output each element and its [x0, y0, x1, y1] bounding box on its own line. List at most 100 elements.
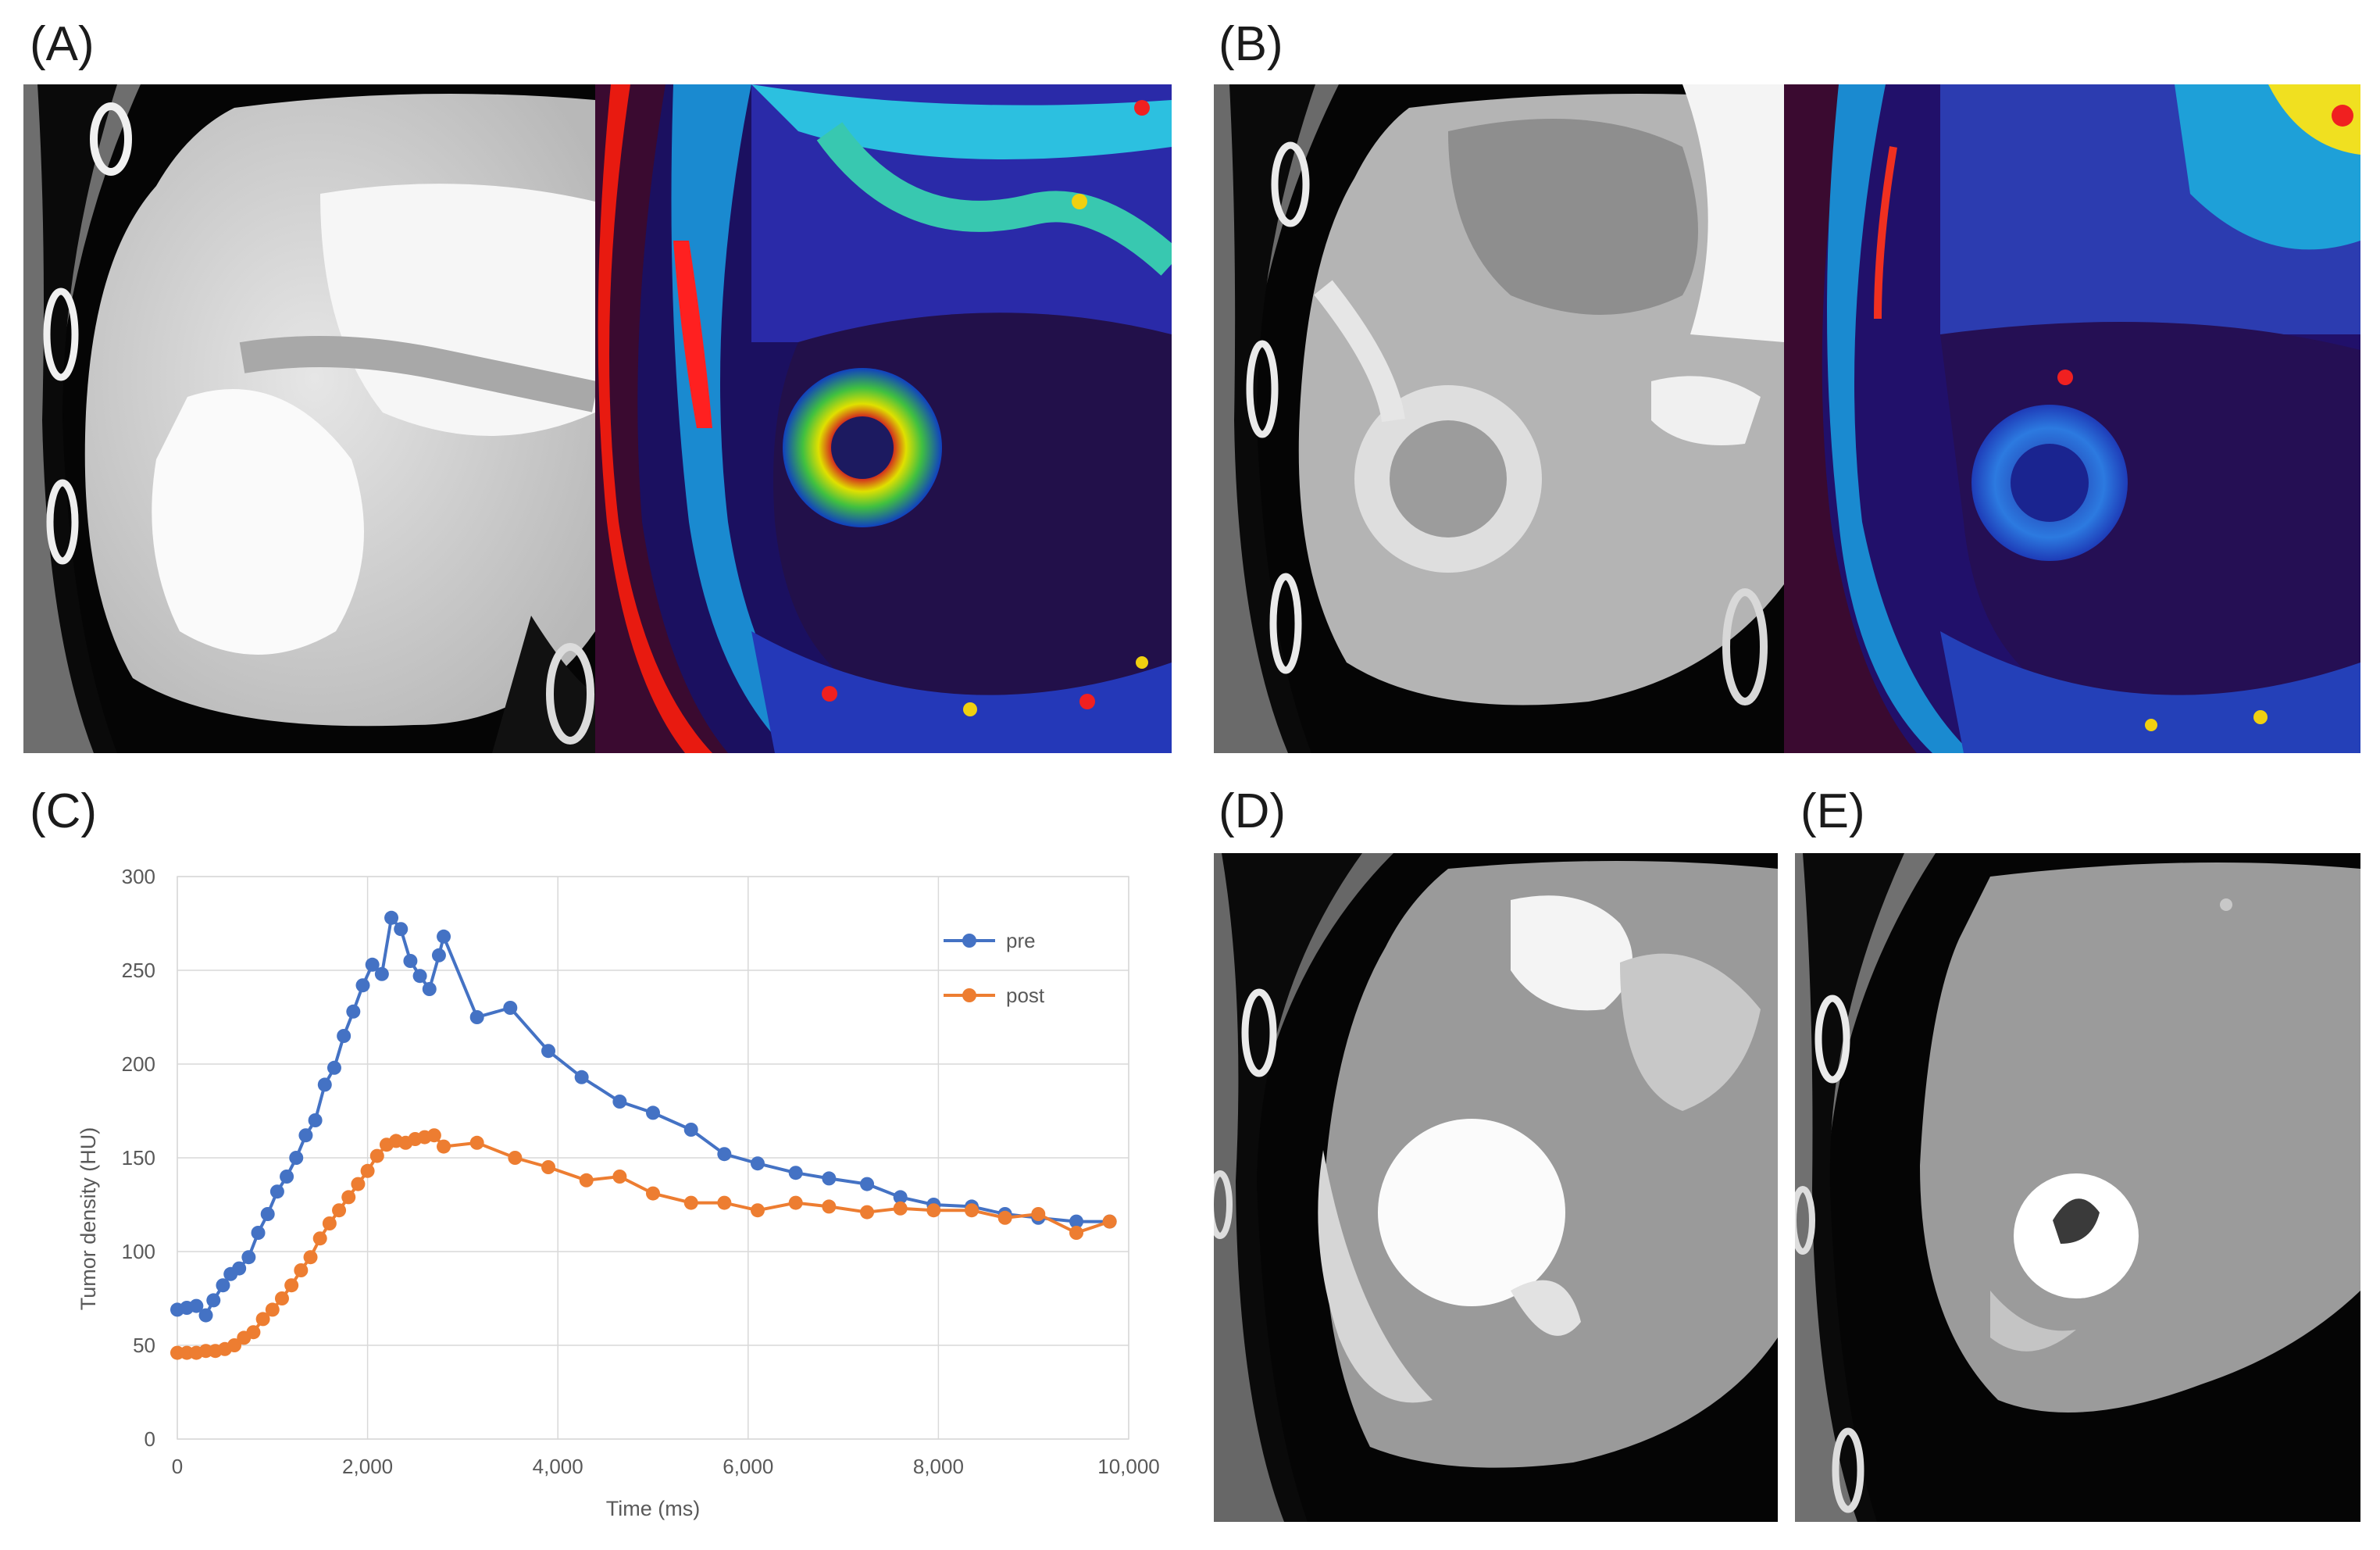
data-point-post [369, 1148, 384, 1163]
data-point-pre [251, 1226, 266, 1240]
data-point-pre [437, 929, 451, 944]
data-point-pre [822, 1171, 837, 1186]
data-point-post [303, 1250, 318, 1265]
data-point-post [683, 1195, 698, 1210]
data-point-pre [198, 1308, 213, 1323]
data-point-pre [860, 1177, 875, 1191]
data-point-pre [469, 1010, 484, 1024]
panel-label-b: (B) [1219, 17, 1283, 71]
data-point-pre [232, 1261, 247, 1276]
x-tick-label: 4,000 [533, 1455, 583, 1478]
x-tick-label: 2,000 [342, 1455, 393, 1478]
data-point-pre [269, 1184, 284, 1199]
chart-legend: pre post [944, 929, 1045, 1007]
y-tick-label: 100 [122, 1240, 155, 1263]
data-point-pre [394, 922, 409, 937]
data-point-post [437, 1139, 451, 1154]
data-point-pre [541, 1044, 556, 1059]
y-tick-label: 300 [122, 865, 155, 888]
x-tick-label: 0 [172, 1455, 183, 1478]
data-point-post [332, 1203, 347, 1218]
data-point-post [1031, 1207, 1046, 1221]
data-point-post [822, 1199, 837, 1214]
data-point-pre [365, 957, 380, 972]
data-point-pre [326, 1060, 341, 1075]
data-point-pre [412, 969, 427, 984]
data-point-pre [337, 1029, 351, 1043]
data-point-post [322, 1216, 337, 1230]
data-point-post [646, 1186, 660, 1201]
data-point-pre [646, 1105, 660, 1120]
data-point-pre [788, 1166, 803, 1180]
data-point-pre [574, 1070, 589, 1084]
data-point-pre [216, 1278, 230, 1293]
panel-b-ct-image [1214, 84, 1784, 753]
data-point-pre [612, 1095, 627, 1109]
panel-a-ct-image [23, 84, 595, 753]
panel-label-c: (C) [30, 784, 98, 838]
legend-marker-pre [962, 934, 976, 948]
data-point-pre [683, 1123, 698, 1137]
chart-series [170, 910, 1117, 1360]
panel-b-perfusion-map [1784, 84, 2360, 753]
chart-axes: 0 50 100 150 200 250 300 0 2,000 4,000 6,000 8,000 1… [122, 865, 1160, 1478]
legend-marker-post [962, 988, 976, 1002]
chart-y-axis-label: Tumor density (HU) [77, 1127, 100, 1311]
panel-d-ct-image [1214, 853, 1778, 1522]
legend-label-pre: pre [1006, 929, 1036, 952]
panel-a-perfusion-map [595, 84, 1172, 753]
y-tick-label: 50 [133, 1334, 155, 1357]
panel-e-ct-image [1795, 853, 2360, 1522]
y-tick-label: 0 [145, 1427, 155, 1451]
y-tick-label: 150 [122, 1146, 155, 1170]
data-point-pre [355, 978, 370, 993]
data-point-post [284, 1278, 299, 1293]
chart-x-axis-label: Time (ms) [606, 1497, 700, 1520]
panel-label-d: (D) [1219, 784, 1286, 838]
data-point-pre [289, 1151, 304, 1165]
data-point-post [274, 1291, 289, 1305]
data-point-pre [750, 1156, 765, 1171]
panel-label-e: (E) [1800, 784, 1865, 838]
data-point-pre [346, 1004, 361, 1019]
data-point-post [246, 1325, 261, 1340]
data-point-pre [308, 1113, 323, 1127]
data-point-post [612, 1170, 627, 1184]
data-point-pre [403, 954, 418, 968]
data-point-pre [241, 1250, 256, 1265]
data-point-post [255, 1312, 270, 1327]
data-point-post [312, 1231, 327, 1246]
chart-gridlines [177, 876, 1129, 1440]
data-point-pre [384, 910, 399, 925]
data-point-post [294, 1263, 309, 1277]
data-point-post [341, 1190, 356, 1205]
data-point-post [426, 1128, 441, 1143]
data-point-post [717, 1195, 732, 1210]
data-point-pre [717, 1147, 732, 1162]
data-point-post [469, 1135, 484, 1150]
x-tick-label: 8,000 [913, 1455, 964, 1478]
data-point-post [579, 1173, 594, 1188]
panel-label-a: (A) [30, 17, 95, 71]
data-point-pre [893, 1190, 908, 1205]
data-point-post [227, 1338, 242, 1352]
tumor-density-chart: 0 50 100 150 200 250 300 0 2,000 4,000 6,000 8,000 1… [0, 844, 1179, 1550]
legend-label-post: post [1006, 984, 1045, 1007]
data-point-pre [431, 948, 446, 962]
data-point-pre [189, 1298, 204, 1313]
data-point-post [860, 1205, 875, 1220]
data-point-post [965, 1203, 979, 1218]
y-tick-label: 250 [122, 959, 155, 982]
data-point-post [351, 1177, 366, 1191]
data-point-pre [317, 1077, 332, 1092]
data-point-post [926, 1203, 941, 1218]
data-point-pre [260, 1207, 275, 1221]
data-point-post [541, 1160, 556, 1174]
data-point-pre [298, 1128, 313, 1143]
x-tick-label: 6,000 [723, 1455, 773, 1478]
data-point-pre [206, 1293, 221, 1308]
data-point-pre [503, 1001, 518, 1015]
data-point-pre [422, 982, 437, 996]
y-tick-label: 200 [122, 1052, 155, 1076]
data-point-post [750, 1203, 765, 1218]
